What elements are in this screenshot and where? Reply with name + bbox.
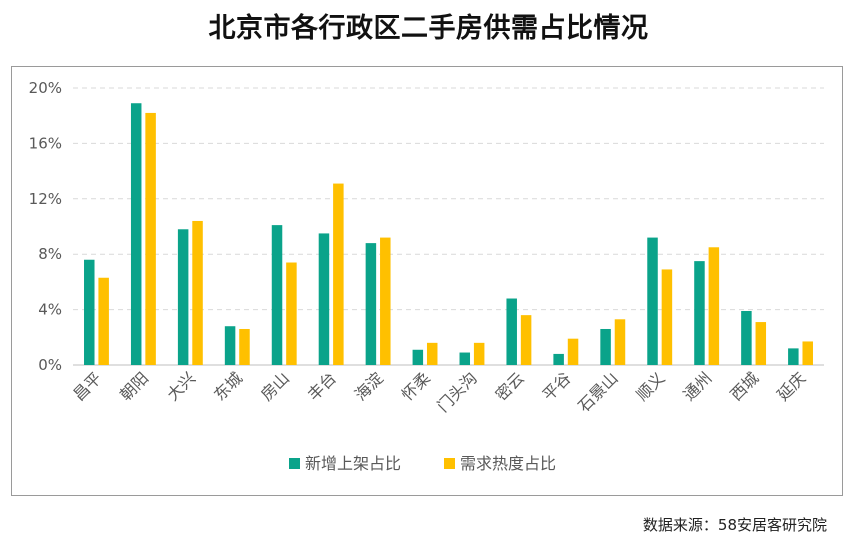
bar-demand (192, 220, 203, 365)
x-tick-label: 朝阳 (116, 368, 152, 404)
x-tick-label: 丰台 (304, 368, 340, 404)
bar-supply (694, 261, 705, 365)
bar-demand (567, 338, 579, 365)
x-tick-label: 平谷 (539, 368, 575, 404)
bar-demand (426, 342, 438, 365)
data-source-note: 数据来源：58安居客研究院 (642, 516, 827, 534)
y-tick-label: 8% (38, 245, 62, 263)
bar-supply (84, 259, 95, 365)
bar-supply (224, 326, 236, 365)
y-tick-label: 4% (38, 301, 62, 319)
bar-demand (239, 328, 250, 365)
bar-supply (318, 233, 330, 365)
x-tick-label: 顺义 (632, 368, 668, 404)
x-tick-label: 怀柔 (398, 368, 434, 404)
bar-supply (553, 353, 564, 365)
y-tick-label: 0% (38, 356, 62, 374)
bar-demand (708, 247, 720, 365)
x-tick-label: 密云 (492, 368, 528, 404)
y-tick-label: 20% (29, 79, 62, 97)
bar-demand (520, 315, 532, 365)
bar-supply (788, 348, 799, 365)
x-tick-label: 延庆 (773, 368, 809, 404)
bar-chart: 0% 4% 8% 12% 16% 20% 昌平 朝阳 大兴 东城 房山 丰台 海淀 怀柔 门头沟 密云 平谷 石景… (29, 79, 824, 473)
bar-demand (286, 262, 297, 365)
x-tick-label: 海淀 (351, 368, 387, 404)
bar-demand (145, 112, 156, 366)
bar-demand (802, 341, 813, 365)
bar-supply (741, 310, 752, 365)
bar-supply (459, 352, 471, 365)
x-tick-label: 门头沟 (433, 368, 480, 415)
legend-label-supply: 新增上架占比 (305, 454, 401, 473)
bar-demand (98, 277, 109, 365)
bar-supply (600, 328, 611, 365)
bar-demand (473, 342, 485, 365)
chart-frame: 0% 4% 8% 12% 16% 20% 昌平 朝阳 大兴 东城 房山 丰台 海淀 怀柔 门头沟 密云 平谷 石景… (11, 66, 843, 496)
y-tick-label: 16% (29, 134, 62, 152)
bar-demand (333, 183, 344, 365)
x-tick-label: 大兴 (163, 368, 199, 404)
bar-supply (365, 243, 377, 365)
legend-label-demand: 需求热度占比 (460, 454, 556, 473)
bar-supply (177, 229, 189, 365)
bar-supply (130, 103, 142, 366)
bar-demand (661, 269, 673, 365)
bar-supply (412, 349, 424, 365)
x-tick-label: 房山 (257, 368, 293, 404)
bar-supply (271, 225, 283, 365)
y-tick-label: 12% (29, 190, 62, 208)
bar-supply (506, 298, 517, 365)
chart-title: 北京市各行政区二手房供需占比情况 (208, 13, 649, 44)
bar-demand (755, 322, 767, 365)
x-tick-label: 西城 (726, 368, 762, 404)
bar-demand (380, 237, 391, 365)
x-tick-label: 通州 (679, 368, 715, 404)
x-tick-label: 昌平 (69, 368, 105, 404)
bar-demand (614, 319, 626, 365)
x-tick-label: 东城 (210, 368, 246, 404)
x-tick-label: 石景山 (574, 368, 621, 415)
legend-swatch-demand (444, 458, 455, 469)
bar-supply (647, 237, 658, 365)
legend-swatch-supply (289, 458, 300, 469)
